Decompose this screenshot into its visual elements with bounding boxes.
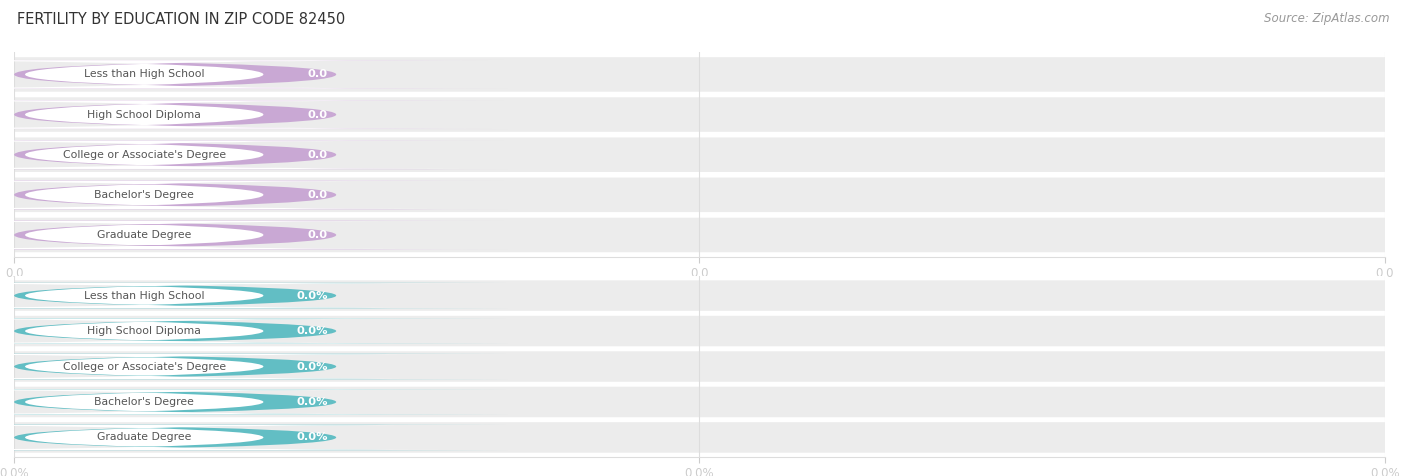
- FancyBboxPatch shape: [0, 221, 513, 249]
- FancyBboxPatch shape: [0, 100, 513, 129]
- FancyBboxPatch shape: [0, 389, 508, 415]
- Text: Source: ZipAtlas.com: Source: ZipAtlas.com: [1264, 12, 1389, 25]
- FancyBboxPatch shape: [14, 422, 1385, 453]
- Text: College or Associate's Degree: College or Associate's Degree: [63, 361, 226, 372]
- FancyBboxPatch shape: [0, 180, 508, 209]
- Text: High School Diploma: High School Diploma: [87, 109, 201, 119]
- Text: Less than High School: Less than High School: [84, 290, 204, 300]
- Text: 0.0: 0.0: [308, 149, 328, 160]
- FancyBboxPatch shape: [14, 218, 1385, 252]
- FancyBboxPatch shape: [0, 354, 513, 379]
- Text: 0.0: 0.0: [308, 190, 328, 200]
- FancyBboxPatch shape: [14, 57, 1385, 92]
- Text: 0.0: 0.0: [308, 69, 328, 79]
- Text: Graduate Degree: Graduate Degree: [97, 433, 191, 443]
- FancyBboxPatch shape: [14, 387, 1385, 417]
- FancyBboxPatch shape: [0, 425, 513, 450]
- Text: Graduate Degree: Graduate Degree: [97, 230, 191, 240]
- Text: 0.0%: 0.0%: [297, 397, 328, 407]
- Text: 0.0%: 0.0%: [297, 290, 328, 300]
- FancyBboxPatch shape: [0, 283, 513, 308]
- FancyBboxPatch shape: [0, 318, 513, 344]
- FancyBboxPatch shape: [0, 283, 508, 308]
- FancyBboxPatch shape: [0, 180, 513, 209]
- FancyBboxPatch shape: [0, 140, 513, 169]
- Text: 0.0: 0.0: [308, 230, 328, 240]
- FancyBboxPatch shape: [14, 178, 1385, 212]
- FancyBboxPatch shape: [0, 389, 513, 415]
- FancyBboxPatch shape: [0, 425, 508, 450]
- FancyBboxPatch shape: [0, 140, 508, 169]
- Text: Bachelor's Degree: Bachelor's Degree: [94, 397, 194, 407]
- Text: College or Associate's Degree: College or Associate's Degree: [63, 149, 226, 160]
- FancyBboxPatch shape: [0, 220, 508, 249]
- Text: 0.0: 0.0: [308, 109, 328, 119]
- FancyBboxPatch shape: [0, 100, 508, 129]
- Text: Less than High School: Less than High School: [84, 69, 204, 79]
- Text: Bachelor's Degree: Bachelor's Degree: [94, 190, 194, 200]
- FancyBboxPatch shape: [0, 60, 508, 89]
- Text: 0.0%: 0.0%: [297, 433, 328, 443]
- FancyBboxPatch shape: [14, 351, 1385, 382]
- FancyBboxPatch shape: [14, 97, 1385, 132]
- FancyBboxPatch shape: [14, 316, 1385, 347]
- Text: FERTILITY BY EDUCATION IN ZIP CODE 82450: FERTILITY BY EDUCATION IN ZIP CODE 82450: [17, 12, 344, 27]
- Text: 0.0%: 0.0%: [297, 326, 328, 336]
- Text: 0.0%: 0.0%: [297, 361, 328, 372]
- FancyBboxPatch shape: [0, 60, 513, 89]
- FancyBboxPatch shape: [14, 280, 1385, 311]
- Text: High School Diploma: High School Diploma: [87, 326, 201, 336]
- FancyBboxPatch shape: [14, 138, 1385, 172]
- FancyBboxPatch shape: [0, 354, 508, 379]
- FancyBboxPatch shape: [0, 318, 508, 344]
